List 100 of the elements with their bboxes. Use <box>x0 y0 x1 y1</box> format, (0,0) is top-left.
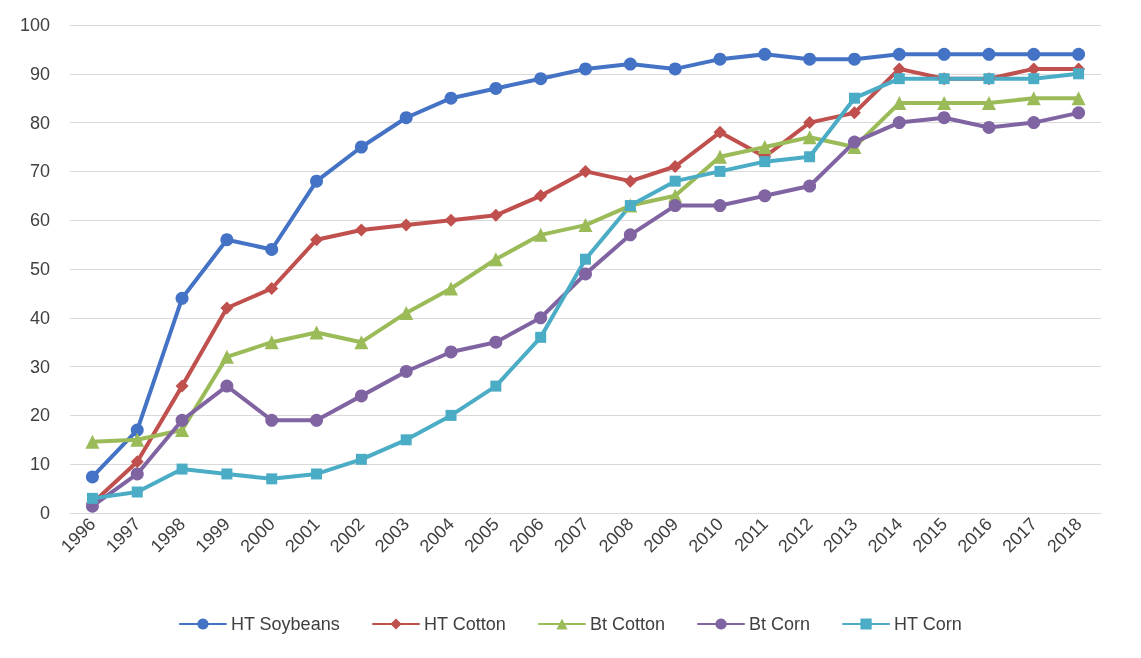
point <box>266 473 278 485</box>
point <box>310 413 324 427</box>
point <box>400 434 412 446</box>
point <box>1071 91 1086 106</box>
point <box>220 301 234 315</box>
point <box>265 282 279 296</box>
point <box>1027 47 1041 61</box>
point <box>892 47 906 61</box>
point <box>982 120 996 134</box>
point <box>130 432 145 447</box>
legend-label: HT Corn <box>894 614 962 634</box>
y-tick-label: 100 <box>19 15 50 35</box>
point <box>579 62 592 76</box>
point <box>847 135 861 149</box>
point <box>803 52 817 66</box>
point <box>444 281 459 296</box>
point <box>354 335 369 350</box>
point <box>444 213 458 227</box>
point <box>399 364 413 378</box>
legend-label: Bt Cotton <box>590 614 666 634</box>
point <box>982 47 996 61</box>
y-tick-label: 80 <box>29 112 50 133</box>
y-tick-label: 90 <box>29 63 50 84</box>
y-tick-label: 0 <box>39 503 50 523</box>
point <box>579 267 592 281</box>
point <box>310 233 324 247</box>
point <box>175 379 189 393</box>
point <box>714 165 726 177</box>
point <box>937 47 951 61</box>
point <box>490 380 502 392</box>
point <box>759 156 771 168</box>
point <box>623 174 637 188</box>
point <box>668 199 682 213</box>
point <box>757 140 772 154</box>
point <box>399 305 414 320</box>
point <box>668 62 682 76</box>
point <box>758 47 772 61</box>
point <box>1028 73 1040 85</box>
y-tick-label: 20 <box>29 405 50 426</box>
point <box>579 164 592 178</box>
point <box>578 218 593 233</box>
y-tick-label: 60 <box>29 210 50 231</box>
point <box>444 91 458 105</box>
point <box>713 52 727 66</box>
point <box>310 174 324 188</box>
point <box>489 208 503 222</box>
point <box>176 463 188 475</box>
point <box>758 189 772 203</box>
legend-label: HT Cotton <box>423 614 506 634</box>
y-tick-label: 50 <box>29 259 50 279</box>
y-tick-label: 10 <box>29 454 50 475</box>
point <box>668 160 682 174</box>
point <box>580 253 591 265</box>
point <box>1072 106 1086 120</box>
point <box>311 468 323 480</box>
point <box>355 453 367 465</box>
point <box>534 189 548 203</box>
point <box>803 116 817 130</box>
point <box>264 335 279 350</box>
point <box>848 92 860 104</box>
legend-label: Bt Corn <box>749 614 811 634</box>
point <box>623 57 637 71</box>
point <box>533 227 548 242</box>
y-tick-label: 30 <box>29 356 50 377</box>
point <box>893 73 905 85</box>
point <box>713 199 727 213</box>
point <box>130 467 144 481</box>
point <box>489 81 503 95</box>
point <box>265 242 279 256</box>
point <box>354 140 368 154</box>
point <box>85 434 100 449</box>
point <box>354 389 368 403</box>
point <box>85 470 99 484</box>
point <box>221 468 233 480</box>
point <box>713 125 727 139</box>
point <box>847 106 861 120</box>
point <box>219 349 234 364</box>
point <box>1026 91 1041 106</box>
point <box>937 96 952 111</box>
point <box>130 423 144 437</box>
point <box>981 96 996 111</box>
point <box>534 72 548 86</box>
point <box>399 218 413 232</box>
point <box>892 116 906 130</box>
point <box>175 291 189 305</box>
point <box>1027 116 1041 130</box>
point <box>130 455 144 469</box>
point <box>86 492 98 504</box>
point <box>220 379 234 393</box>
point <box>847 52 861 66</box>
point <box>534 311 548 325</box>
point <box>399 111 413 125</box>
point <box>535 331 547 343</box>
point <box>937 111 951 125</box>
y-tick-label: 70 <box>29 161 50 182</box>
point <box>1072 47 1086 61</box>
point <box>131 486 143 498</box>
point <box>265 413 279 427</box>
point <box>489 335 503 349</box>
point <box>669 175 681 187</box>
